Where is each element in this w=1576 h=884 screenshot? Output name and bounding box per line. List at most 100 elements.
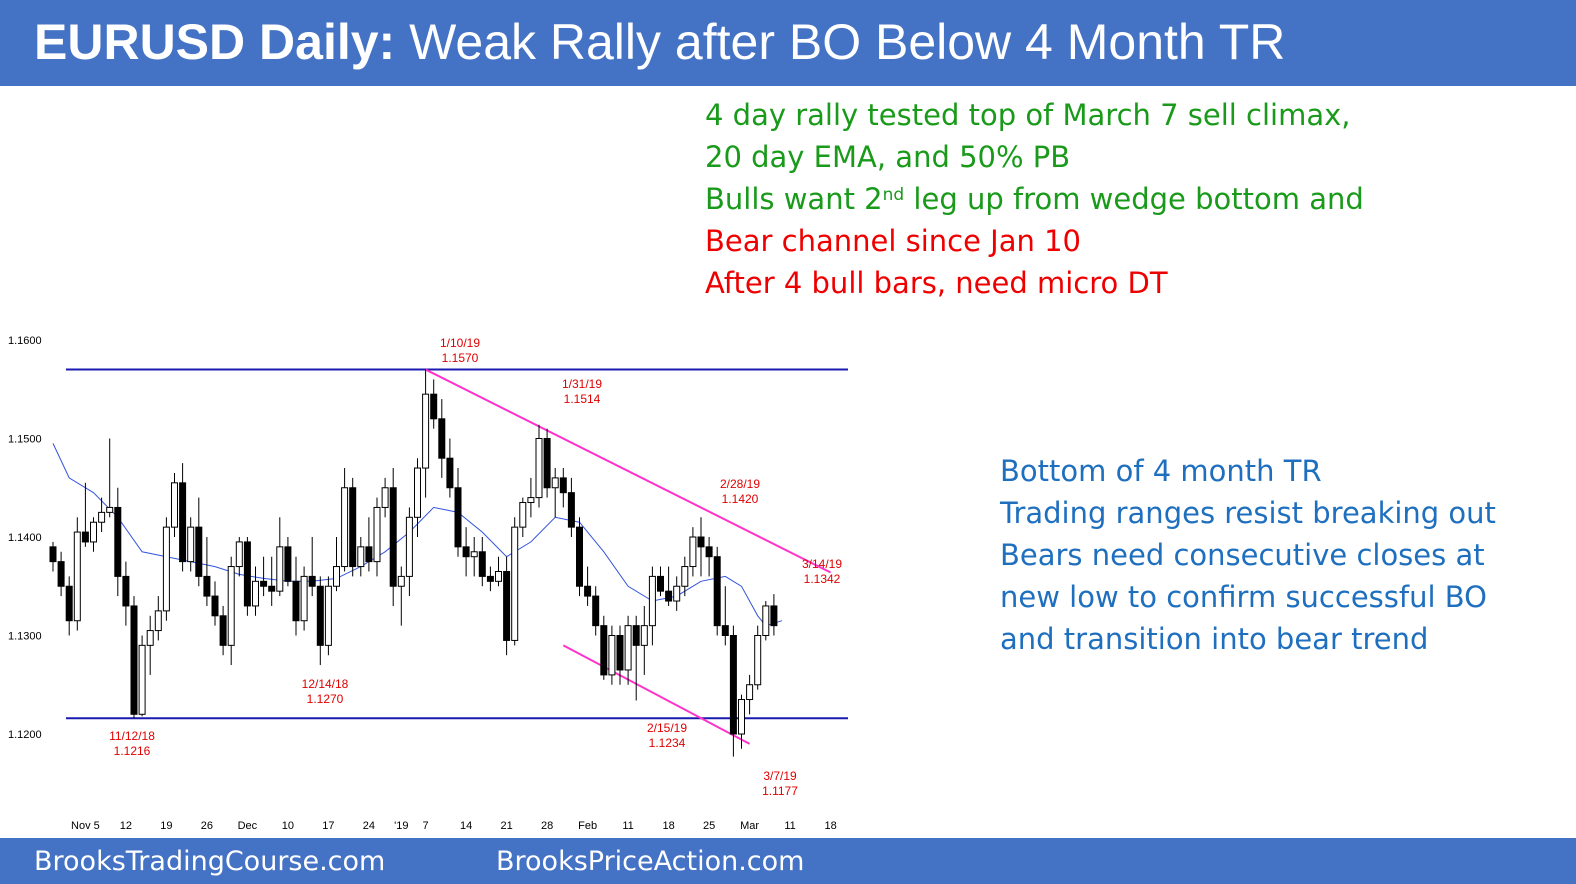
bull-candle [98,511,106,523]
bear-candle [130,605,138,715]
commentary-right-line-5: and transition into bear trend [1000,622,1429,656]
x-tick-label: '19 [394,820,408,832]
x-tick-label: 28 [541,820,553,832]
commentary-line-3-sup: nd [882,185,905,205]
bear-candle [122,575,130,607]
bull-candle [689,536,697,568]
bear-candle [729,635,737,735]
bull-candle [341,487,349,568]
bull-candle [373,506,381,563]
bear-candle [430,393,438,420]
price-label-value: 1.1342 [804,572,841,586]
bear-candle [203,575,211,597]
commentary-line-1: 4 day rally tested top of March 7 sell c… [705,98,1351,132]
bear-candle [57,561,65,587]
bull-candle [73,531,81,622]
bear-candle [632,625,640,646]
bull-candle [495,570,502,582]
bull-candle [106,506,114,513]
bear-candle [446,457,454,489]
price-label-value: 1.1270 [307,692,344,706]
bear-candle [543,438,551,489]
bear-channel-line [562,644,751,745]
y-tick-label: 1.1500 [8,434,42,446]
bull-candle [640,625,648,646]
x-tick-label: 11 [784,820,795,832]
bull-candle [673,585,681,602]
commentary-line-3: Bulls want 2nd leg up from wedge bottom … [705,178,1364,220]
price-label-date: 12/14/18 [302,677,349,691]
price-label-value: 1.1514 [564,392,601,406]
price-label-value: 1.1420 [722,492,759,506]
bull-candle [624,625,632,671]
bear-channel-line [425,368,832,574]
commentary-right: Bottom of 4 month TR Trading ranges resi… [1000,450,1496,660]
price-label-date: 1/31/19 [562,377,602,391]
page-title: EURUSD Daily: Weak Rally after BO Below … [34,12,1285,72]
bear-candle [260,580,268,587]
bull-candle [146,630,154,646]
bear-candle [349,487,357,568]
bear-candle [665,590,673,602]
bear-candle [284,546,292,582]
x-tick-label: 19 [160,820,172,832]
bear-candle [600,625,608,676]
bear-candle [478,551,486,577]
bull-candle [324,585,332,646]
bear-candle [584,585,592,597]
bear-candle [462,546,470,558]
price-label-date: 11/12/18 [109,729,155,743]
bull-candle [470,551,478,558]
bull-candle [357,546,365,568]
bull-candle [187,526,195,563]
bear-candle [268,585,276,592]
x-tick-label: 25 [703,820,715,832]
bull-candle [138,644,146,715]
bull-candle [648,575,656,627]
y-tick-label: 1.1200 [8,729,42,741]
bull-candle [551,477,559,489]
bull-candle [235,541,243,568]
bull-candle [414,467,421,518]
footer-center-link[interactable]: BrooksPriceAction.com [496,846,805,877]
bull-candle [333,566,340,587]
price-label-date: 3/14/19 [802,557,842,571]
footer-left-link[interactable]: BrooksTradingCourse.com [34,846,386,877]
bull-candle [90,521,97,543]
bull-candle [754,635,762,686]
bear-candle [243,541,251,607]
bear-candle [438,418,446,459]
x-tick-label: 24 [363,820,375,832]
x-tick-label: 7 [423,820,429,832]
bear-candle [211,595,219,617]
title-subtitle: Weak Rally after BO Below 4 Month TR [409,14,1286,70]
commentary-line-5: After 4 bull bars, need micro DT [705,266,1168,300]
bear-candle [486,575,494,582]
bear-candle [705,546,713,558]
bear-candle [454,487,462,548]
price-label-value: 1.1177 [762,784,798,798]
bear-candle [65,585,73,622]
bear-candle [219,615,227,646]
bear-candle [389,487,397,587]
bear-candle [292,580,300,622]
y-tick-label: 1.1600 [8,335,42,347]
bear-candle [81,531,89,543]
title-symbol: EURUSD Daily: [34,14,396,70]
bear-candle [721,625,729,637]
price-label-value: 1.1570 [442,351,479,365]
bear-candle [657,575,664,592]
bull-candle [762,605,770,637]
bear-candle [559,477,567,494]
header-banner [0,0,1576,86]
bear-candle [713,556,721,627]
bull-candle [162,526,170,612]
price-label-value: 1.1216 [114,744,151,758]
x-tick-label: Dec [238,820,258,832]
price-label-date: 2/15/19 [647,721,687,735]
bull-candle [519,502,527,528]
price-label-date: 2/28/19 [720,477,760,491]
bull-candle [405,516,413,577]
y-tick-label: 1.1400 [8,532,42,544]
x-tick-label: 11 [622,820,633,832]
